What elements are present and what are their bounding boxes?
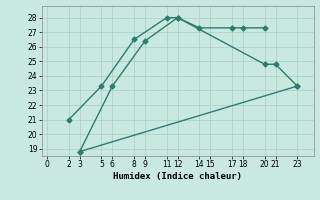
X-axis label: Humidex (Indice chaleur): Humidex (Indice chaleur): [113, 172, 242, 181]
